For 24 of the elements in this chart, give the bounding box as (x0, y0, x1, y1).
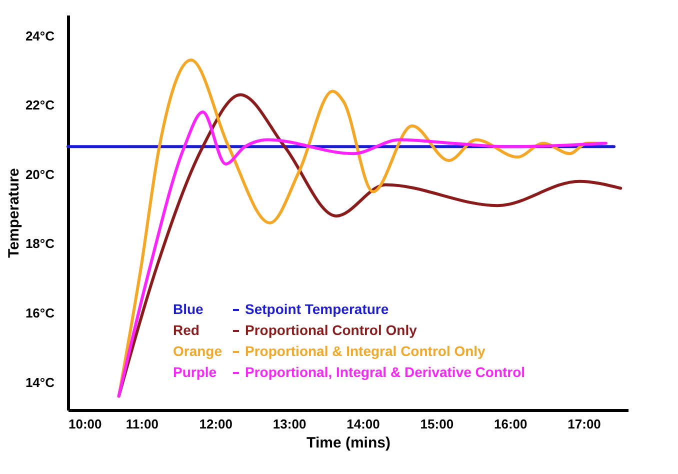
x-tick-label: 16:00 (494, 416, 528, 432)
x-tick-label: 10:00 (68, 416, 102, 432)
legend-label: Setpoint Temperature (245, 301, 389, 317)
annotation: Purple (173, 364, 217, 380)
y-tick-label: 18°C (25, 236, 56, 252)
x-axis-title: Time (mins) (306, 434, 390, 452)
x-tick-label: 11:00 (126, 416, 158, 432)
legend-label: Proportional, Integral & Derivative Control (245, 364, 526, 380)
x-tick-label: 17:00 (568, 416, 601, 432)
x-tick-label: 12:00 (199, 416, 232, 432)
legend-label: Proportional & Integral Control Only (245, 343, 486, 359)
x-tick-label: 13:00 (272, 416, 306, 432)
y-tick-label: 22°C (25, 98, 56, 113)
annotation: Red (173, 322, 200, 338)
annotation: Blue (173, 301, 204, 317)
x-tick-label: 15:00 (420, 416, 454, 432)
legend-label: Proportional Control Only (245, 322, 418, 338)
y-tick-label: 20°C (25, 166, 56, 182)
annotation: Orange (173, 343, 222, 359)
y-tick-label: 16°C (25, 305, 56, 320)
y-tick-label: 14°C (25, 374, 56, 390)
y-tick-label: 24°C (25, 28, 56, 44)
y-axis-title: Temperature (5, 168, 22, 258)
x-tick-label: 14:00 (346, 416, 380, 432)
